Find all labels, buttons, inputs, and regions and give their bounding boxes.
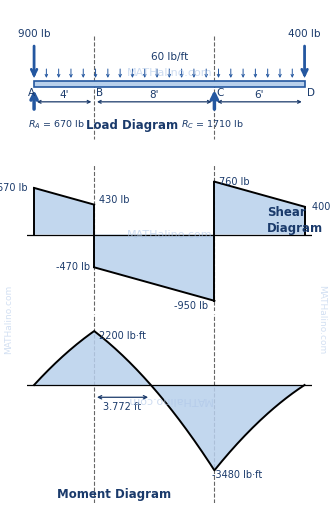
Text: -950 lb: -950 lb (174, 301, 208, 311)
Text: MATHalino.com: MATHalino.com (317, 285, 327, 354)
Text: 3.772 ft: 3.772 ft (104, 402, 141, 412)
Text: 400 lb: 400 lb (312, 202, 332, 212)
Text: $R_C$ = 1710 lb: $R_C$ = 1710 lb (181, 119, 244, 131)
Text: C: C (217, 88, 224, 98)
Text: -470 lb: -470 lb (55, 262, 90, 272)
Text: 900 lb: 900 lb (18, 29, 50, 39)
Text: 670 lb: 670 lb (0, 183, 28, 193)
Text: 430 lb: 430 lb (99, 195, 129, 205)
Text: 4': 4' (59, 90, 69, 100)
Text: A: A (28, 88, 35, 98)
Text: MATHalino.com: MATHalino.com (4, 285, 13, 354)
Text: D: D (307, 88, 315, 98)
Text: 8': 8' (149, 90, 159, 100)
Text: $R_A$ = 670 lb: $R_A$ = 670 lb (28, 119, 85, 131)
Text: B: B (96, 88, 104, 98)
Text: Load Diagram: Load Diagram (86, 119, 178, 132)
Bar (34, 81, 304, 87)
Text: MATHalino.com: MATHalino.com (126, 395, 212, 405)
Text: Moment Diagram: Moment Diagram (57, 488, 171, 501)
Text: 6': 6' (255, 90, 264, 100)
Text: -3480 lb·ft: -3480 lb·ft (212, 470, 262, 480)
Text: Shear
Diagram: Shear Diagram (267, 206, 323, 235)
Text: 2200 lb·ft: 2200 lb·ft (99, 331, 146, 341)
Text: 400 lb: 400 lb (288, 29, 321, 39)
Text: 60 lb/ft: 60 lb/ft (151, 53, 188, 62)
Text: MATHalino.com: MATHalino.com (126, 68, 212, 78)
Text: 760 lb: 760 lb (219, 177, 250, 187)
Text: MATHalino.com: MATHalino.com (126, 230, 212, 239)
